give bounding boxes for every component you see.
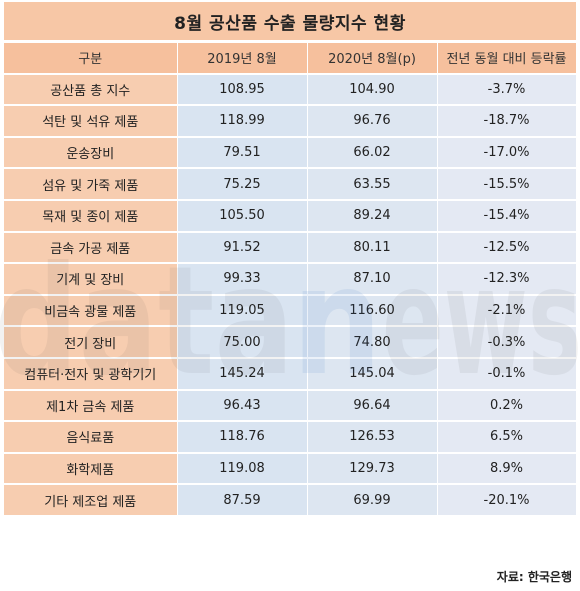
table-row: 기타 제조업 제품 87.59 69.99 -20.1% bbox=[4, 484, 577, 517]
table-row: 운송장비 79.51 66.02 -17.0% bbox=[4, 136, 577, 170]
change-cell: 0.2% bbox=[437, 389, 577, 423]
value-2020-cell: 104.90 bbox=[307, 73, 438, 107]
category-cell: 목재 및 종이 제품 bbox=[4, 199, 178, 233]
change-cell: -20.1% bbox=[437, 484, 577, 517]
change-cell: -3.7% bbox=[437, 73, 577, 107]
category-cell: 음식료품 bbox=[4, 421, 178, 454]
value-2019-cell: 119.05 bbox=[177, 294, 308, 328]
value-2019-cell: 79.51 bbox=[177, 136, 308, 170]
change-cell: 6.5% bbox=[437, 421, 577, 454]
value-2019-cell: 91.52 bbox=[177, 231, 308, 265]
change-cell: -15.5% bbox=[437, 168, 577, 201]
change-cell: -17.0% bbox=[437, 136, 577, 170]
category-cell: 공산품 총 지수 bbox=[4, 73, 178, 107]
category-cell: 석탄 및 석유 제품 bbox=[4, 105, 178, 138]
header-2019-aug: 2019년 8월 bbox=[177, 43, 308, 75]
table-row: 제1차 금속 제품 96.43 96.64 0.2% bbox=[4, 389, 577, 423]
header-yoy-change: 전년 동월 대비 등락률 bbox=[437, 43, 577, 75]
category-cell: 섬유 및 가죽 제품 bbox=[4, 168, 178, 201]
table-row: 비금속 광물 제품 119.05 116.60 -2.1% bbox=[4, 294, 577, 328]
table-row: 음식료품 118.76 126.53 6.5% bbox=[4, 421, 577, 454]
value-2020-cell: 66.02 bbox=[307, 136, 438, 170]
change-cell: -18.7% bbox=[437, 105, 577, 138]
table-row: 금속 가공 제품 91.52 80.11 -12.5% bbox=[4, 231, 577, 265]
value-2020-cell: 69.99 bbox=[307, 484, 438, 517]
category-cell: 컴퓨터·전자 및 광학기기 bbox=[4, 357, 178, 391]
change-cell: -15.4% bbox=[437, 199, 577, 233]
value-2020-cell: 96.76 bbox=[307, 105, 438, 138]
category-cell: 운송장비 bbox=[4, 136, 178, 170]
value-2019-cell: 118.99 bbox=[177, 105, 308, 138]
table-row: 공산품 총 지수 108.95 104.90 -3.7% bbox=[4, 73, 577, 107]
value-2020-cell: 63.55 bbox=[307, 168, 438, 201]
header-category: 구분 bbox=[4, 43, 178, 75]
change-cell: -0.3% bbox=[437, 326, 577, 359]
value-2020-cell: 89.24 bbox=[307, 199, 438, 233]
value-2020-cell: 80.11 bbox=[307, 231, 438, 265]
value-2019-cell: 108.95 bbox=[177, 73, 308, 107]
value-2020-cell: 87.10 bbox=[307, 263, 438, 296]
table-row: 석탄 및 석유 제품 118.99 96.76 -18.7% bbox=[4, 105, 577, 138]
category-cell: 비금속 광물 제품 bbox=[4, 294, 178, 328]
table-row: 목재 및 종이 제품 105.50 89.24 -15.4% bbox=[4, 199, 577, 233]
value-2020-cell: 116.60 bbox=[307, 294, 438, 328]
value-2019-cell: 145.24 bbox=[177, 357, 308, 391]
category-cell: 화학제품 bbox=[4, 452, 178, 486]
source-note: 자료: 한국은행 bbox=[496, 570, 572, 584]
value-2019-cell: 118.76 bbox=[177, 421, 308, 454]
table-row: 섬유 및 가죽 제품 75.25 63.55 -15.5% bbox=[4, 168, 577, 201]
value-2020-cell: 74.80 bbox=[307, 326, 438, 359]
change-cell: -12.3% bbox=[437, 263, 577, 296]
category-cell: 금속 가공 제품 bbox=[4, 231, 178, 265]
header-2020-aug: 2020년 8월(p) bbox=[307, 43, 438, 75]
category-cell: 제1차 금속 제품 bbox=[4, 389, 178, 423]
value-2020-cell: 145.04 bbox=[307, 357, 438, 391]
change-cell: -12.5% bbox=[437, 231, 577, 265]
value-2019-cell: 105.50 bbox=[177, 199, 308, 233]
change-cell: -0.1% bbox=[437, 357, 577, 391]
value-2020-cell: 129.73 bbox=[307, 452, 438, 486]
table-row: 화학제품 119.08 129.73 8.9% bbox=[4, 452, 577, 486]
change-cell: 8.9% bbox=[437, 452, 577, 486]
table-row: 전기 장비 75.00 74.80 -0.3% bbox=[4, 326, 577, 359]
value-2019-cell: 75.00 bbox=[177, 326, 308, 359]
value-2019-cell: 75.25 bbox=[177, 168, 308, 201]
header-row: 구분 2019년 8월 2020년 8월(p) 전년 동월 대비 등락률 bbox=[4, 43, 577, 75]
table-title: 8월 공산품 수출 물량지수 현황 bbox=[4, 2, 576, 40]
value-2020-cell: 96.64 bbox=[307, 389, 438, 423]
category-cell: 기계 및 장비 bbox=[4, 263, 178, 296]
table-row: 컴퓨터·전자 및 광학기기 145.24 145.04 -0.1% bbox=[4, 357, 577, 391]
value-2019-cell: 96.43 bbox=[177, 389, 308, 423]
change-cell: -2.1% bbox=[437, 294, 577, 328]
value-2019-cell: 87.59 bbox=[177, 484, 308, 517]
category-cell: 기타 제조업 제품 bbox=[4, 484, 178, 517]
value-2020-cell: 126.53 bbox=[307, 421, 438, 454]
table-row: 기계 및 장비 99.33 87.10 -12.3% bbox=[4, 263, 577, 296]
export-index-table: 구분 2019년 8월 2020년 8월(p) 전년 동월 대비 등락률 공산품… bbox=[4, 43, 577, 517]
category-cell: 전기 장비 bbox=[4, 326, 178, 359]
value-2019-cell: 119.08 bbox=[177, 452, 308, 486]
value-2019-cell: 99.33 bbox=[177, 263, 308, 296]
